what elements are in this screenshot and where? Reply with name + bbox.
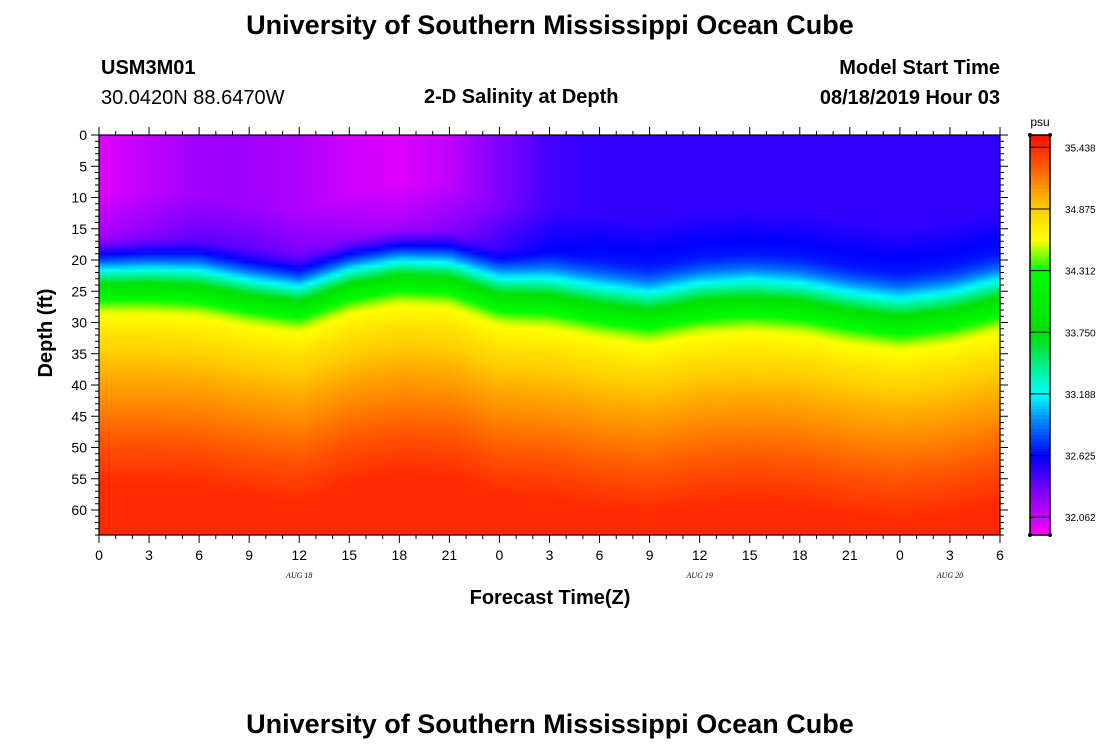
y-tick-label: 25	[71, 283, 87, 299]
x-date-label: AUG 20	[936, 571, 963, 580]
colorbar-label: 33.750	[1065, 328, 1096, 339]
x-tick-label: 3	[946, 547, 954, 563]
x-tick-label: 9	[245, 547, 253, 563]
y-tick-label: 5	[79, 158, 87, 174]
x-tick-label: 12	[291, 547, 307, 563]
y-axis-title: Depth (ft)	[35, 289, 57, 378]
y-tick-label: 45	[71, 408, 87, 424]
x-tick-label: 15	[341, 547, 357, 563]
y-tick-label: 0	[79, 127, 87, 143]
x-tick-label: 15	[742, 547, 758, 563]
x-tick-label: 0	[896, 547, 904, 563]
colorbar-label: 33.188	[1065, 390, 1096, 401]
colorbar-label: 32.625	[1065, 452, 1096, 463]
colorbar-label: 34.875	[1065, 205, 1096, 216]
salinity-chart: 0510152025303540455055600 3 6 9 12 15 18 21 0 3 6 9…	[0, 0, 1100, 750]
y-tick-label: 55	[71, 471, 87, 487]
x-tick-label: 12	[692, 547, 708, 563]
x-tick-label: 18	[792, 547, 808, 563]
y-tick-label: 60	[71, 502, 87, 518]
y-tick-label: 35	[71, 346, 87, 362]
x-date-label: AUG 19	[685, 571, 712, 580]
y-tick-label: 15	[71, 221, 87, 237]
x-tick-label: 21	[442, 547, 458, 563]
x-tick-label: 3	[145, 547, 153, 563]
colorbar-corner	[1048, 133, 1052, 137]
colorbar-corner	[1048, 533, 1052, 537]
y-tick-label: 50	[71, 440, 87, 456]
colorbar-unit: psu	[1030, 115, 1049, 129]
x-tick-label: 0	[95, 547, 103, 563]
colorbar-label: 32.062	[1065, 513, 1096, 524]
x-date-label: AUG 18	[285, 571, 312, 580]
x-tick-label: 6	[195, 547, 203, 563]
y-tick-label: 10	[71, 190, 87, 206]
x-tick-label: 18	[392, 547, 408, 563]
y-tick-label: 30	[71, 315, 87, 331]
colorbar-label: 34.312	[1065, 267, 1096, 278]
salinity-heatmap	[99, 135, 1000, 535]
page-title-bottom: University of Southern Mississippi Ocean…	[0, 709, 1100, 740]
x-tick-label: 3	[546, 547, 554, 563]
x-tick-label: 21	[842, 547, 858, 563]
x-tick-label: 0	[496, 547, 504, 563]
colorbar-corner	[1028, 133, 1032, 137]
y-tick-label: 40	[71, 377, 87, 393]
x-axis-title: Forecast Time(Z)	[470, 587, 631, 609]
colorbar-label: 35.438	[1065, 143, 1096, 154]
y-tick-label: 20	[71, 252, 87, 268]
colorbar-corner	[1028, 533, 1032, 537]
x-tick-label: 6	[596, 547, 604, 563]
x-tick-label: 6	[996, 547, 1004, 563]
x-tick-label: 9	[646, 547, 654, 563]
